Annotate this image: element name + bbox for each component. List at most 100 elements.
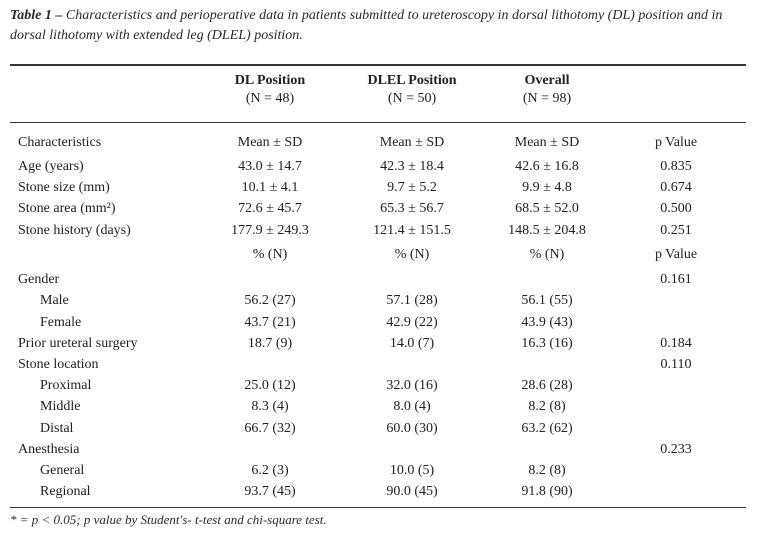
table-caption-text: Characteristics and perioperative data i…: [10, 8, 723, 43]
cell-overall: 28.6 (28): [521, 378, 573, 393]
cell-p-value: 0.184: [660, 336, 692, 351]
column-header-dl-name: DL Position: [234, 73, 306, 88]
cell-dl: 43.7 (21): [244, 315, 296, 330]
cell-overall: 9.9 ± 4.8: [522, 180, 572, 195]
table-footnote: * = p < 0.05; p value by Student's- t-te…: [10, 512, 327, 527]
cell-dlel: 60.0 (30): [386, 421, 438, 436]
cell-p-value: 0.161: [660, 272, 692, 287]
cell-p-value: 0.251: [660, 223, 692, 238]
table-row: Middle 8.3 (4) 8.0 (4) 8.2 (8): [0, 397, 768, 417]
column-header-dlel-n: (N = 50): [387, 91, 437, 106]
cell-dl: 72.6 ± 45.7: [238, 201, 302, 216]
table-row: % (N) % (N) % (N) p Value: [0, 245, 768, 265]
row-label: Prior ureteral surgery: [18, 336, 138, 351]
cell-overall: 8.2 (8): [528, 463, 566, 478]
row-label: Middle: [40, 399, 81, 414]
table-top-rule: [10, 64, 746, 66]
table-row: Stone size (mm) 10.1 ± 4.1 9.7 ± 5.2 9.9 ± …: [0, 178, 768, 198]
cell-p-value: p Value: [654, 247, 698, 262]
cell-overall: % (N): [529, 247, 565, 262]
cell-overall: 16.3 (16): [521, 336, 573, 351]
table-row: Regional 93.7 (45) 90.0 (45) 91.8 (90): [0, 482, 768, 502]
table-row: Anesthesia 0.233: [0, 440, 768, 460]
cell-dl: 56.2 (27): [244, 293, 296, 308]
cell-overall: 43.9 (43): [521, 315, 573, 330]
row-label: Anesthesia: [18, 442, 80, 457]
row-label: Stone history (days): [18, 223, 131, 238]
table-row: Distal 66.7 (32) 60.0 (30) 63.2 (62): [0, 419, 768, 439]
table-row: Stone history (days) 177.9 ± 249.3 121.4 ±…: [0, 221, 768, 241]
row-label: Stone area (mm²): [18, 201, 116, 216]
cell-dl: Mean ± SD: [237, 135, 303, 150]
column-header-dlel-name: DLEL Position: [367, 73, 457, 88]
cell-dl: 25.0 (12): [244, 378, 296, 393]
table-caption: Table 1 – Characteristics and perioperat…: [10, 6, 758, 46]
row-label: Female: [40, 315, 82, 330]
column-header-overall-n: (N = 98): [522, 91, 572, 106]
column-header-overall-name: Overall: [524, 73, 570, 88]
table-row: Age (years) 43.0 ± 14.7 42.3 ± 18.4 42.6 ± …: [0, 157, 768, 177]
table-header-rule: [10, 122, 746, 123]
row-label: Gender: [18, 272, 60, 287]
cell-overall: 91.8 (90): [521, 484, 573, 499]
row-label: Stone size (mm): [18, 180, 110, 195]
table-row: Stone area (mm²) 72.6 ± 45.7 65.3 ± 56.7 68…: [0, 199, 768, 219]
column-header-dl: DL Position (N = 48): [195, 72, 345, 108]
cell-dlel: % (N): [394, 247, 430, 262]
cell-dlel: 90.0 (45): [386, 484, 438, 499]
cell-p-value: p Value: [654, 135, 698, 150]
cell-overall: 68.5 ± 52.0: [515, 201, 579, 216]
cell-dl: % (N): [252, 247, 288, 262]
cell-overall: 56.1 (55): [521, 293, 573, 308]
table-row: Proximal 25.0 (12) 32.0 (16) 28.6 (28): [0, 376, 768, 396]
row-label: Characteristics: [18, 135, 102, 150]
row-label: Male: [40, 293, 69, 308]
cell-overall: 42.6 ± 16.8: [515, 159, 579, 174]
cell-dlel: Mean ± SD: [379, 135, 445, 150]
cell-dlel: 10.0 (5): [389, 463, 435, 478]
cell-overall: 63.2 (62): [521, 421, 573, 436]
column-header-dlel: DLEL Position (N = 50): [337, 72, 487, 108]
cell-dlel: 65.3 ± 56.7: [380, 201, 444, 216]
cell-dlel: 32.0 (16): [386, 378, 438, 393]
cell-overall: 148.5 ± 204.8: [508, 223, 586, 238]
cell-dlel: 42.9 (22): [386, 315, 438, 330]
row-label: Age (years): [18, 159, 84, 174]
cell-p-value: 0.674: [660, 180, 692, 195]
cell-dl: 43.0 ± 14.7: [238, 159, 302, 174]
cell-dl: 8.3 (4): [251, 399, 289, 414]
column-header-overall: Overall (N = 98): [472, 72, 622, 108]
row-label: Distal: [40, 421, 74, 436]
cell-dlel: 121.4 ± 151.5: [373, 223, 451, 238]
cell-overall: Mean ± SD: [514, 135, 580, 150]
cell-dlel: 8.0 (4): [393, 399, 431, 414]
table-row: Female 43.7 (21) 42.9 (22) 43.9 (43): [0, 313, 768, 333]
cell-overall: 8.2 (8): [528, 399, 566, 414]
cell-dl: 10.1 ± 4.1: [241, 180, 299, 195]
cell-p-value: 0.835: [660, 159, 692, 174]
table-row: Gender 0.161: [0, 270, 768, 290]
cell-p-value: 0.110: [660, 357, 692, 372]
cell-p-value: 0.233: [660, 442, 692, 457]
row-label: Stone location: [18, 357, 99, 372]
column-header-dl-n: (N = 48): [245, 91, 295, 106]
cell-p-value: 0.500: [660, 201, 692, 216]
table-row: General 6.2 (3) 10.0 (5) 8.2 (8): [0, 461, 768, 481]
table-bottom-rule: [10, 507, 746, 508]
row-label: Regional: [40, 484, 91, 499]
cell-dl: 18.7 (9): [247, 336, 293, 351]
cell-dlel: 42.3 ± 18.4: [380, 159, 444, 174]
cell-dl: 93.7 (45): [244, 484, 296, 499]
table-row: Characteristics Mean ± SD Mean ± SD Mean ± …: [0, 133, 768, 153]
table-row: Stone location 0.110: [0, 355, 768, 375]
row-label: General: [40, 463, 85, 478]
table-row: Male 56.2 (27) 57.1 (28) 56.1 (55): [0, 291, 768, 311]
row-label: Proximal: [40, 378, 92, 393]
table-row: Prior ureteral surgery 18.7 (9) 14.0 (7) 16…: [0, 334, 768, 354]
cell-dl: 66.7 (32): [244, 421, 296, 436]
cell-dlel: 9.7 ± 5.2: [387, 180, 437, 195]
cell-dl: 177.9 ± 249.3: [231, 223, 309, 238]
cell-dl: 6.2 (3): [251, 463, 289, 478]
cell-dlel: 14.0 (7): [389, 336, 435, 351]
